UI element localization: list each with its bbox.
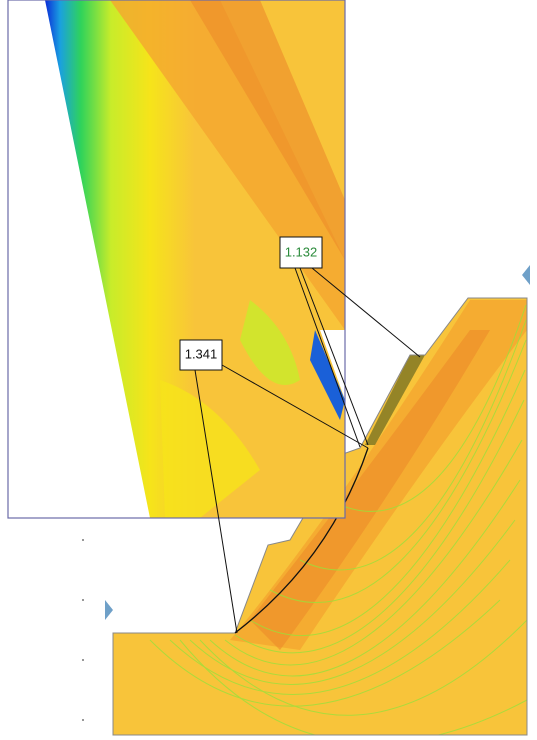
factor-label: 1.132 [285, 244, 318, 259]
water-marker [105, 600, 113, 620]
water-marker [522, 265, 530, 285]
slope-stability-view: 1.132 1.341 [0, 0, 537, 740]
factor-label: 1.341 [185, 346, 218, 361]
